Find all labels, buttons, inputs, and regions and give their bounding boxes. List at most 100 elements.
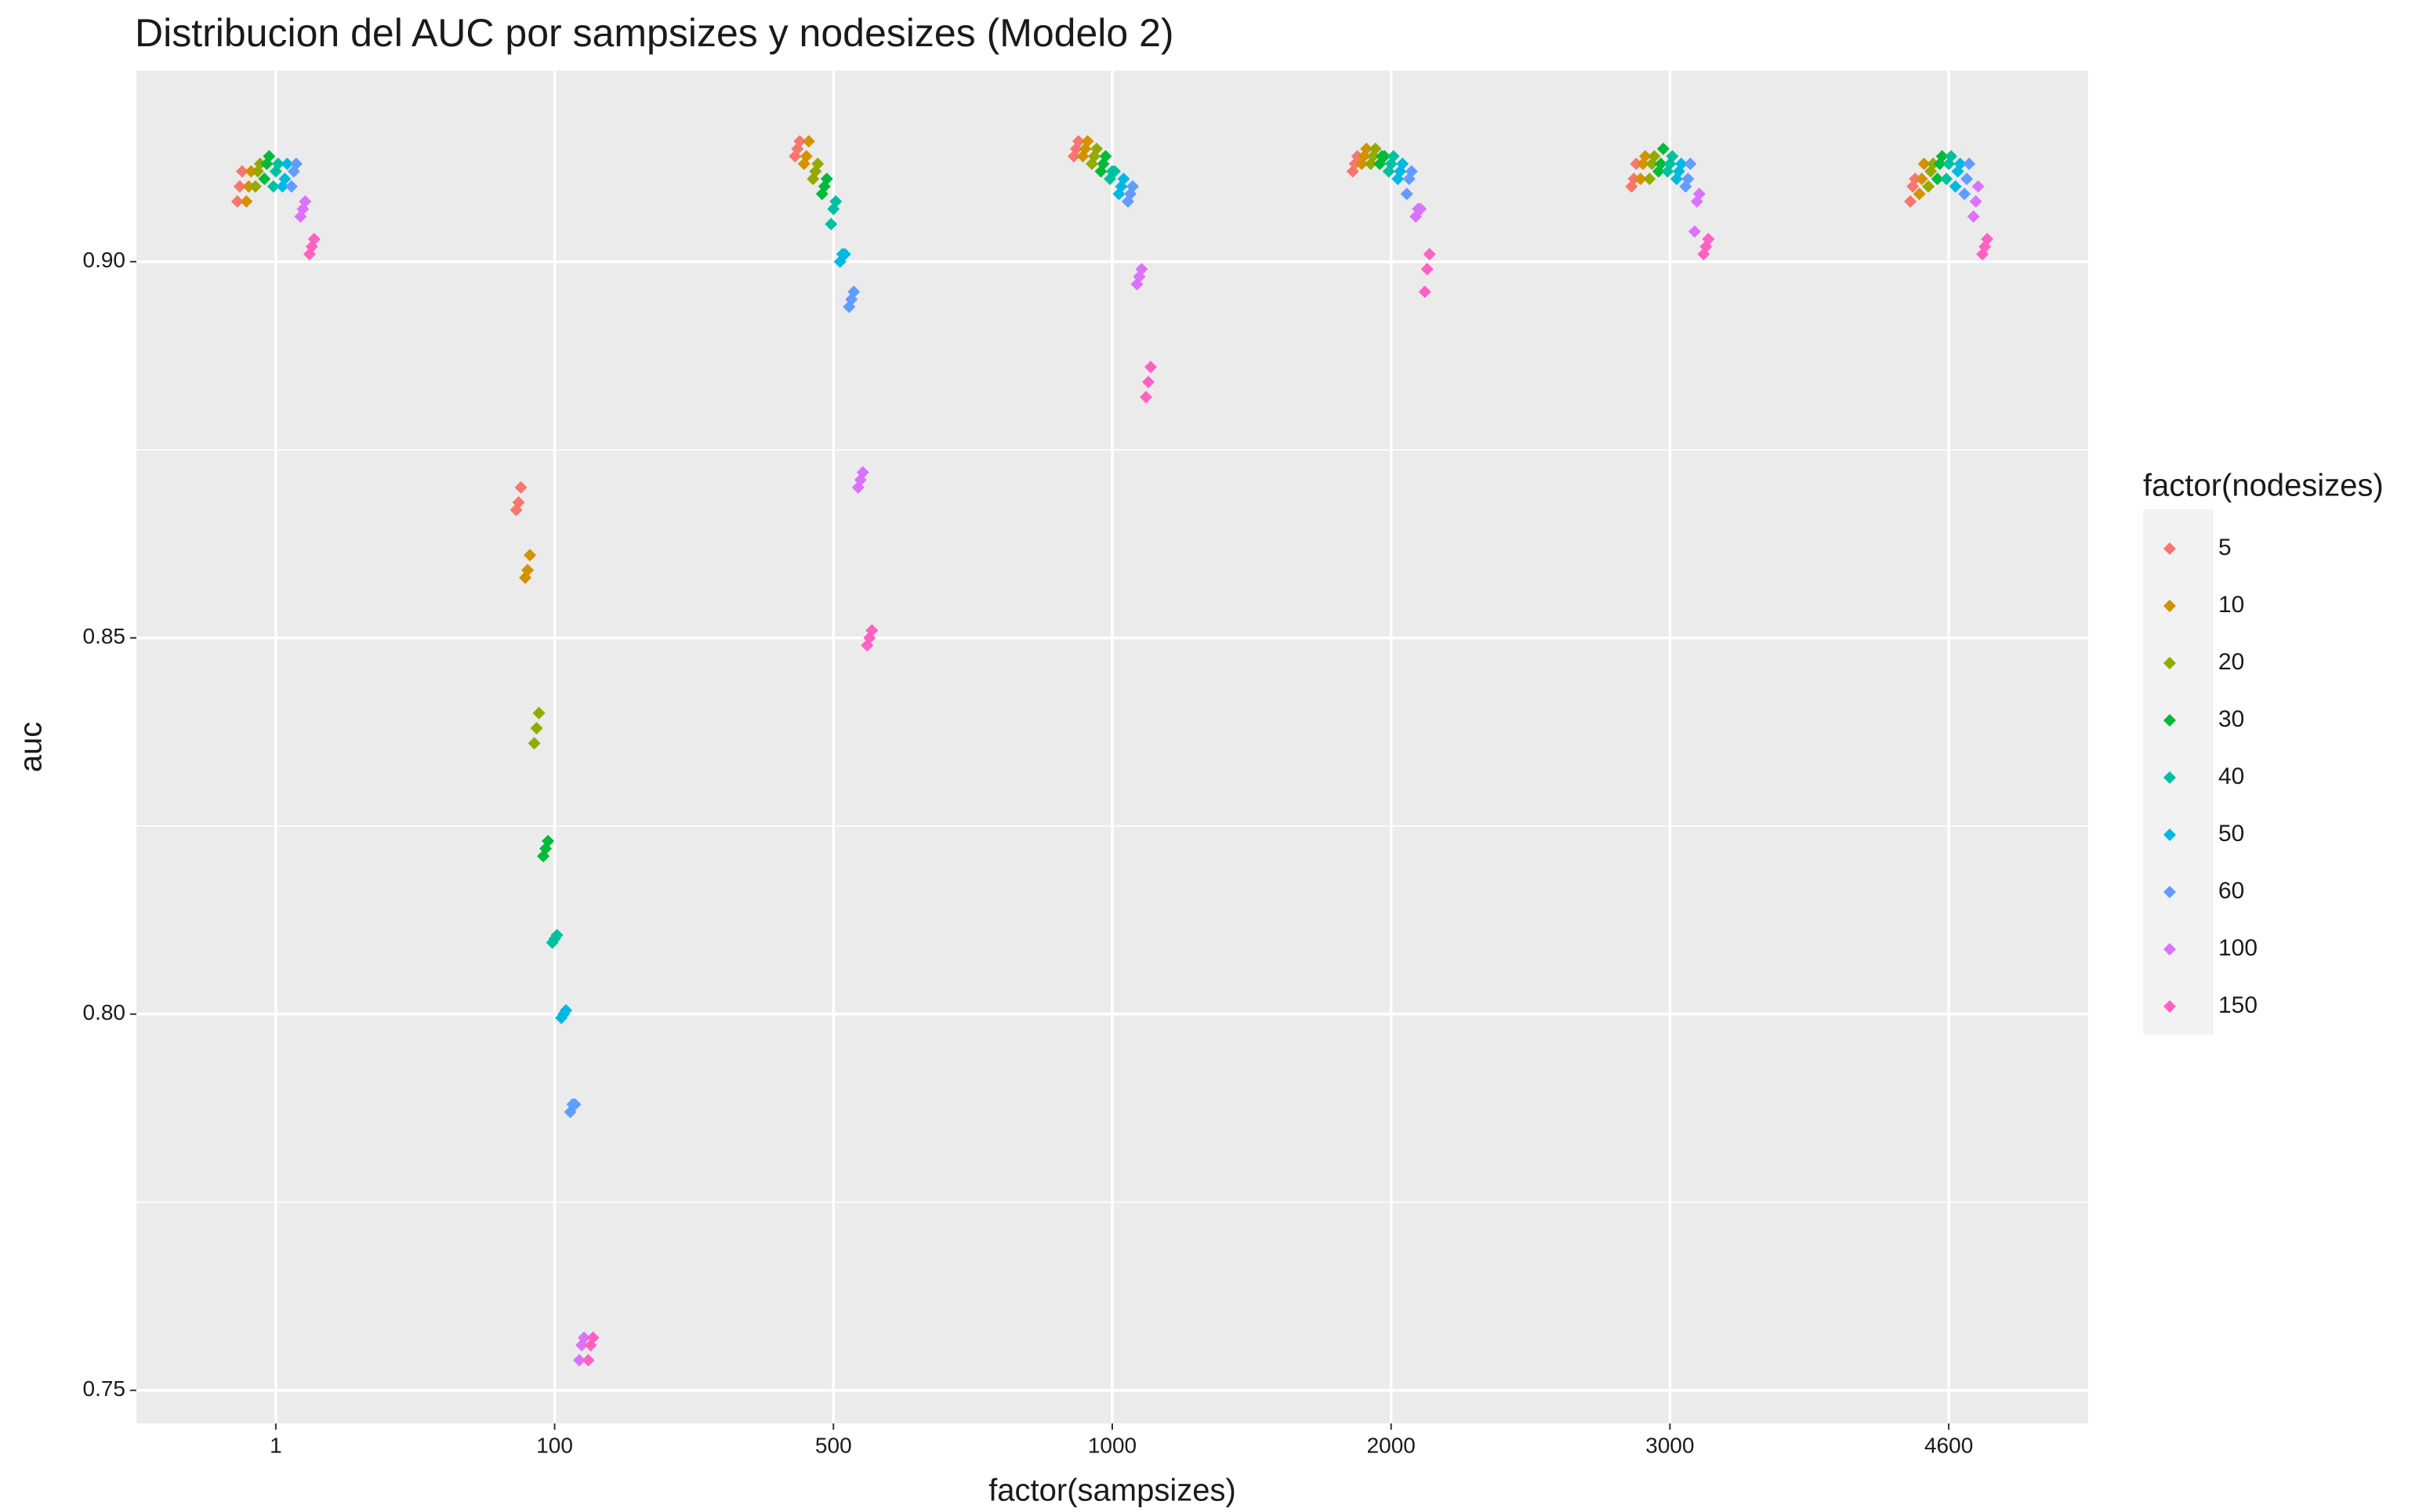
legend-label: 150	[2218, 992, 2257, 1018]
point	[1688, 225, 1701, 238]
point	[1142, 375, 1155, 389]
point	[307, 233, 321, 246]
point	[1963, 158, 1976, 171]
point	[793, 135, 807, 148]
point	[1405, 165, 1418, 178]
point	[1634, 172, 1647, 186]
point	[514, 480, 528, 494]
point	[856, 466, 869, 479]
point	[245, 165, 258, 178]
point	[532, 706, 546, 720]
point	[1917, 158, 1931, 171]
point	[1420, 263, 1434, 276]
point	[542, 834, 555, 847]
point	[1981, 233, 1994, 246]
point	[825, 217, 838, 230]
point	[1135, 263, 1148, 276]
point	[267, 179, 280, 193]
point	[271, 158, 285, 171]
point	[1915, 172, 1928, 186]
point	[1702, 233, 1715, 246]
point	[586, 1331, 600, 1344]
point	[578, 1331, 591, 1344]
point	[1090, 142, 1103, 155]
point	[253, 158, 267, 171]
point	[1423, 248, 1436, 261]
point	[263, 150, 276, 163]
point	[1953, 158, 1967, 171]
point	[240, 195, 253, 208]
point	[1931, 172, 1944, 186]
x-tick-label: 1000	[1088, 1433, 1137, 1457]
point	[1627, 172, 1641, 186]
point	[512, 496, 525, 509]
legend-key	[2163, 1000, 2176, 1013]
point	[1927, 158, 1940, 171]
point	[1378, 150, 1391, 163]
legend-key	[2163, 657, 2176, 669]
x-axis-title: factor(sampsizes)	[988, 1474, 1236, 1508]
legend-label: 40	[2218, 763, 2244, 789]
point	[1904, 195, 1917, 208]
point	[1945, 150, 1958, 163]
legend-key-background	[2143, 509, 2214, 1035]
point	[285, 179, 298, 193]
x-tick-label: 2000	[1367, 1433, 1416, 1457]
point	[1656, 142, 1670, 155]
legend-key	[2163, 542, 2176, 555]
point	[1108, 165, 1121, 178]
chart-title: Distribucion del AUC por sampsizes y nod…	[135, 11, 1174, 55]
point	[1674, 158, 1688, 171]
y-tick-label: 0.80	[83, 1000, 126, 1024]
x-tick-label: 500	[815, 1433, 852, 1457]
point	[800, 150, 813, 163]
point	[1949, 179, 1962, 193]
point	[1922, 179, 1935, 193]
point	[1396, 158, 1409, 171]
point	[1681, 172, 1695, 186]
point	[1967, 210, 1980, 223]
y-tick-label: 0.75	[83, 1376, 126, 1401]
point	[1958, 187, 1971, 201]
point	[1369, 142, 1382, 155]
legend-label: 30	[2218, 706, 2244, 732]
point	[829, 195, 843, 208]
point	[1913, 187, 1926, 201]
point	[1666, 150, 1679, 163]
point	[230, 195, 244, 208]
point	[1630, 158, 1643, 171]
point	[258, 172, 271, 186]
point	[1117, 172, 1130, 186]
legend-label: 50	[2218, 821, 2244, 847]
point	[1126, 179, 1139, 193]
point	[1081, 135, 1094, 148]
point	[281, 158, 294, 171]
point	[568, 1097, 582, 1111]
point	[802, 135, 815, 148]
legend-label: 100	[2218, 935, 2257, 961]
point	[1099, 150, 1112, 163]
point	[838, 248, 851, 261]
point	[235, 165, 248, 178]
point	[1638, 150, 1652, 163]
point	[1387, 150, 1400, 163]
legend-key	[2163, 600, 2176, 612]
point	[521, 564, 535, 577]
point	[289, 158, 303, 171]
point	[1940, 172, 1953, 186]
point	[1072, 135, 1085, 148]
point	[1400, 187, 1413, 201]
point	[1140, 390, 1152, 404]
point	[550, 928, 564, 941]
point	[1971, 179, 1985, 193]
point	[1909, 172, 1922, 186]
point	[865, 624, 879, 637]
point	[791, 142, 804, 155]
point	[299, 195, 312, 208]
point	[248, 179, 262, 193]
point	[811, 158, 825, 171]
point	[278, 172, 292, 186]
legend-key	[2163, 943, 2176, 955]
point	[1418, 285, 1431, 299]
legend-label: 10	[2218, 592, 2244, 618]
